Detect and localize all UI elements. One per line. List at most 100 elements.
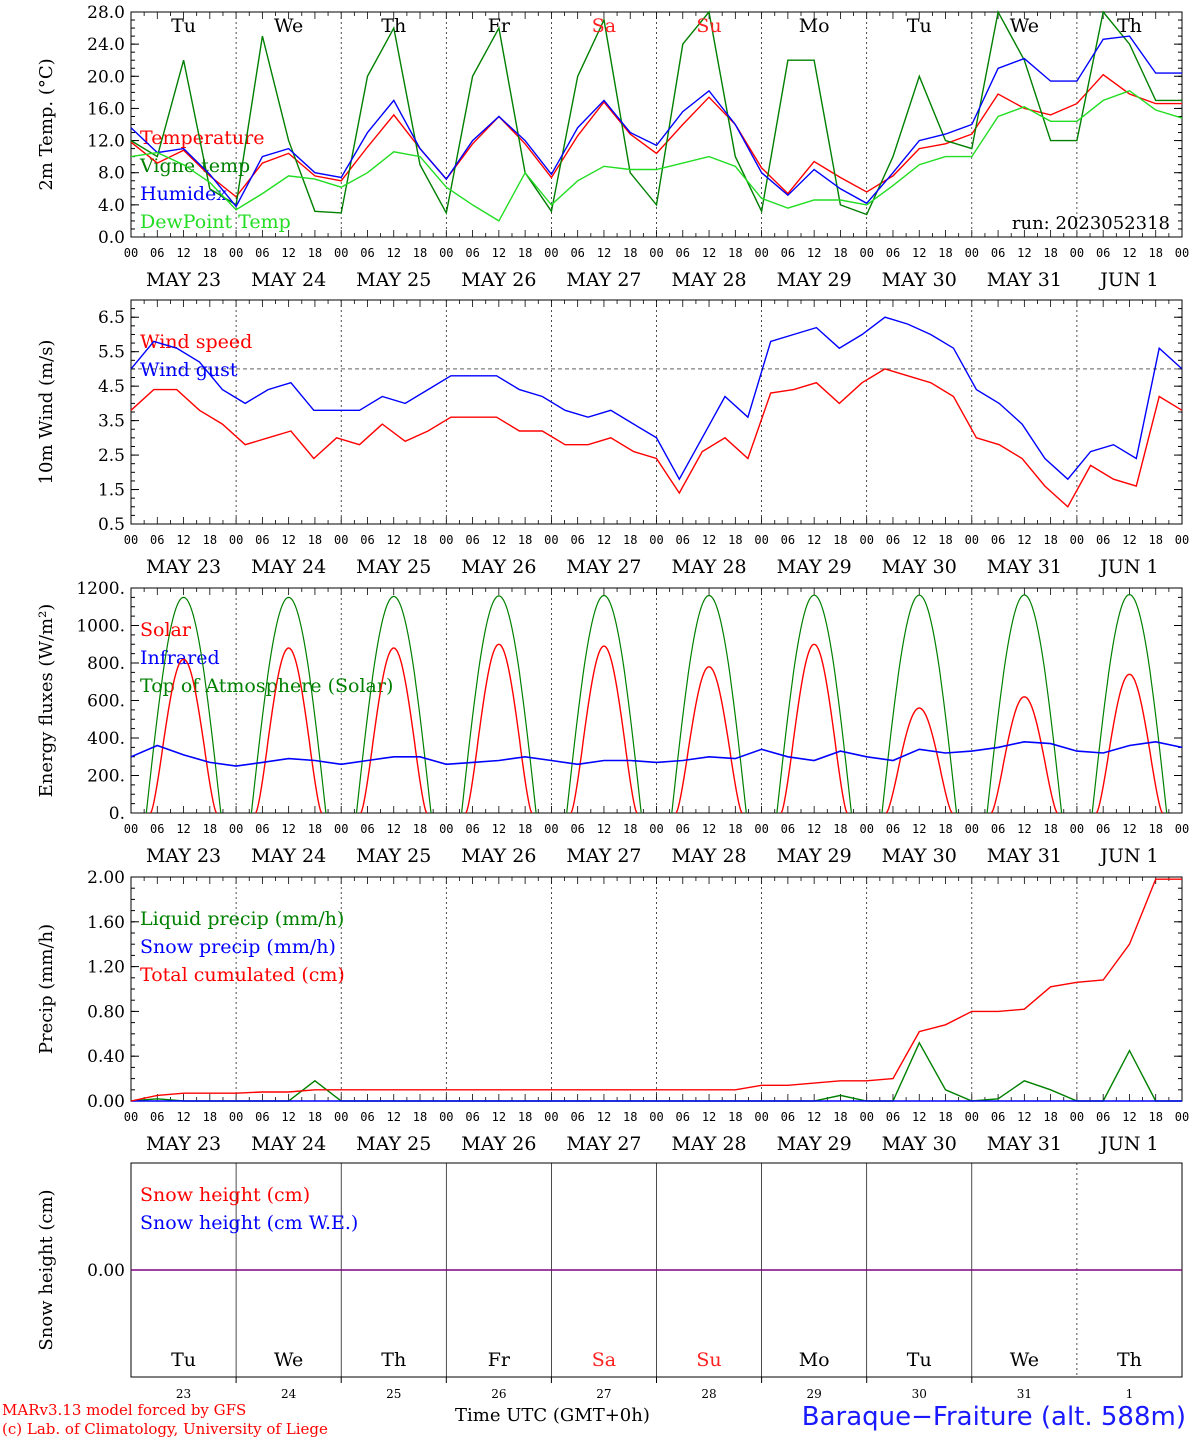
hour-tick-label: 00: [1175, 246, 1189, 260]
hour-tick-label: 12: [1017, 1110, 1031, 1124]
hour-tick-label: 12: [176, 533, 190, 547]
station-title: Baraque−Fraiture (alt. 588m): [801, 1402, 1186, 1432]
solar-curve: [990, 696, 1058, 814]
y-tick-label: 8.0: [98, 164, 125, 184]
solar-curve: [1095, 673, 1163, 814]
hour-tick-label: 00: [229, 822, 243, 836]
y-tick-label: 0.40: [87, 1047, 125, 1067]
hour-tick-label: 06: [255, 1110, 269, 1124]
series-line: [130, 368, 1183, 508]
hour-tick-label: 18: [413, 533, 427, 547]
hour-tick-label: 00: [334, 1110, 348, 1124]
hour-tick-label: 12: [387, 533, 401, 547]
y-axis-label: Precip (mm/h): [36, 924, 57, 1054]
hour-tick-label: 06: [150, 246, 164, 260]
y-tick-label: 28.0: [87, 3, 125, 23]
date-label: JUN 1: [1098, 269, 1158, 291]
hour-tick-label: 00: [754, 1110, 768, 1124]
weekday-label: Mo: [799, 1349, 830, 1371]
hour-tick-label: 00: [649, 1110, 663, 1124]
legend-entry: DewPoint Temp: [140, 211, 291, 233]
weekday-label: Th: [1117, 15, 1142, 37]
hour-tick-label: 06: [781, 533, 795, 547]
model-credit: MARv3.13 model forced by GFS: [2, 1401, 247, 1419]
hour-tick-label: 12: [387, 1110, 401, 1124]
hour-tick-label: 06: [886, 822, 900, 836]
day-number-label: 25: [386, 1387, 401, 1401]
weekday-label: Th: [1117, 1349, 1142, 1371]
hour-tick-label: 12: [281, 1110, 295, 1124]
hour-tick-label: 00: [334, 246, 348, 260]
hour-tick-label: 00: [754, 822, 768, 836]
toa-solar-curve: [776, 594, 852, 814]
hour-tick-label: 18: [1043, 246, 1057, 260]
hour-tick-label: 18: [938, 246, 952, 260]
date-label: MAY 27: [566, 556, 641, 578]
hour-tick-label: 00: [334, 822, 348, 836]
hour-tick-label: 00: [754, 246, 768, 260]
y-axis-label: Snow height (cm): [36, 1189, 57, 1350]
y-tick-label: 2.5: [98, 446, 125, 466]
hour-tick-label: 12: [281, 822, 295, 836]
hour-tick-label: 06: [465, 533, 479, 547]
date-label: MAY 29: [777, 845, 852, 867]
date-label: MAY 28: [671, 269, 746, 291]
hour-tick-label: 12: [597, 533, 611, 547]
hour-tick-label: 06: [676, 822, 690, 836]
hour-tick-label: 00: [1175, 822, 1189, 836]
hour-tick-label: 12: [597, 246, 611, 260]
hour-tick-label: 12: [807, 822, 821, 836]
hour-tick-label: 18: [833, 822, 847, 836]
y-tick-label: 20.0: [87, 67, 125, 87]
date-label: MAY 26: [461, 845, 536, 867]
hour-tick-label: 06: [255, 246, 269, 260]
solar-curve: [885, 707, 953, 814]
hour-tick-label: 00: [1070, 533, 1084, 547]
hour-tick-label: 06: [781, 246, 795, 260]
y-tick-label: 16.0: [87, 99, 125, 119]
toa-solar-curve: [250, 596, 327, 814]
hour-tick-label: 06: [360, 533, 374, 547]
hour-tick-label: 06: [991, 1110, 1005, 1124]
hour-tick-label: 18: [728, 822, 742, 836]
weekday-label: We: [1010, 1349, 1039, 1371]
toa-solar-curve: [881, 594, 958, 814]
hour-tick-label: 06: [991, 822, 1005, 836]
date-label: MAY 30: [882, 556, 957, 578]
hour-tick-label: 06: [676, 246, 690, 260]
hour-tick-label: 18: [623, 822, 637, 836]
hour-tick-label: 00: [334, 533, 348, 547]
lab-credit: (c) Lab. of Climatology, University of L…: [2, 1420, 328, 1438]
date-label: MAY 24: [251, 1133, 326, 1155]
legend-entry: Vigne temp: [139, 155, 250, 177]
weekday-label: Tu: [171, 1349, 196, 1371]
hour-tick-label: 18: [1148, 1110, 1162, 1124]
hour-tick-label: 18: [413, 1110, 427, 1124]
hour-tick-label: 00: [859, 533, 873, 547]
hour-tick-label: 06: [781, 1110, 795, 1124]
weekday-label: Mo: [799, 15, 830, 37]
date-label: MAY 26: [461, 1133, 536, 1155]
hour-tick-label: 18: [1148, 246, 1162, 260]
date-label: MAY 29: [777, 556, 852, 578]
legend-entry: Liquid precip (mm/h): [140, 908, 344, 930]
y-tick-label: 600.: [87, 692, 125, 712]
hour-tick-label: 18: [203, 1110, 217, 1124]
y-tick-label: 1.20: [87, 958, 125, 978]
day-number-label: 31: [1017, 1387, 1032, 1401]
hour-tick-label: 00: [1070, 1110, 1084, 1124]
y-tick-label: 0.: [109, 804, 125, 824]
weekday-label: We: [1010, 15, 1039, 37]
date-label: MAY 24: [251, 556, 326, 578]
date-label: MAY 31: [987, 269, 1062, 291]
hour-tick-label: 06: [570, 533, 584, 547]
date-label: MAY 28: [671, 845, 746, 867]
solar-curve: [465, 643, 533, 814]
date-label: JUN 1: [1098, 1133, 1158, 1155]
hour-tick-label: 18: [518, 533, 532, 547]
hour-tick-label: 06: [1096, 246, 1110, 260]
hour-tick-label: 00: [1070, 822, 1084, 836]
hour-tick-label: 18: [728, 533, 742, 547]
hour-tick-label: 18: [728, 1110, 742, 1124]
hour-tick-label: 00: [859, 1110, 873, 1124]
